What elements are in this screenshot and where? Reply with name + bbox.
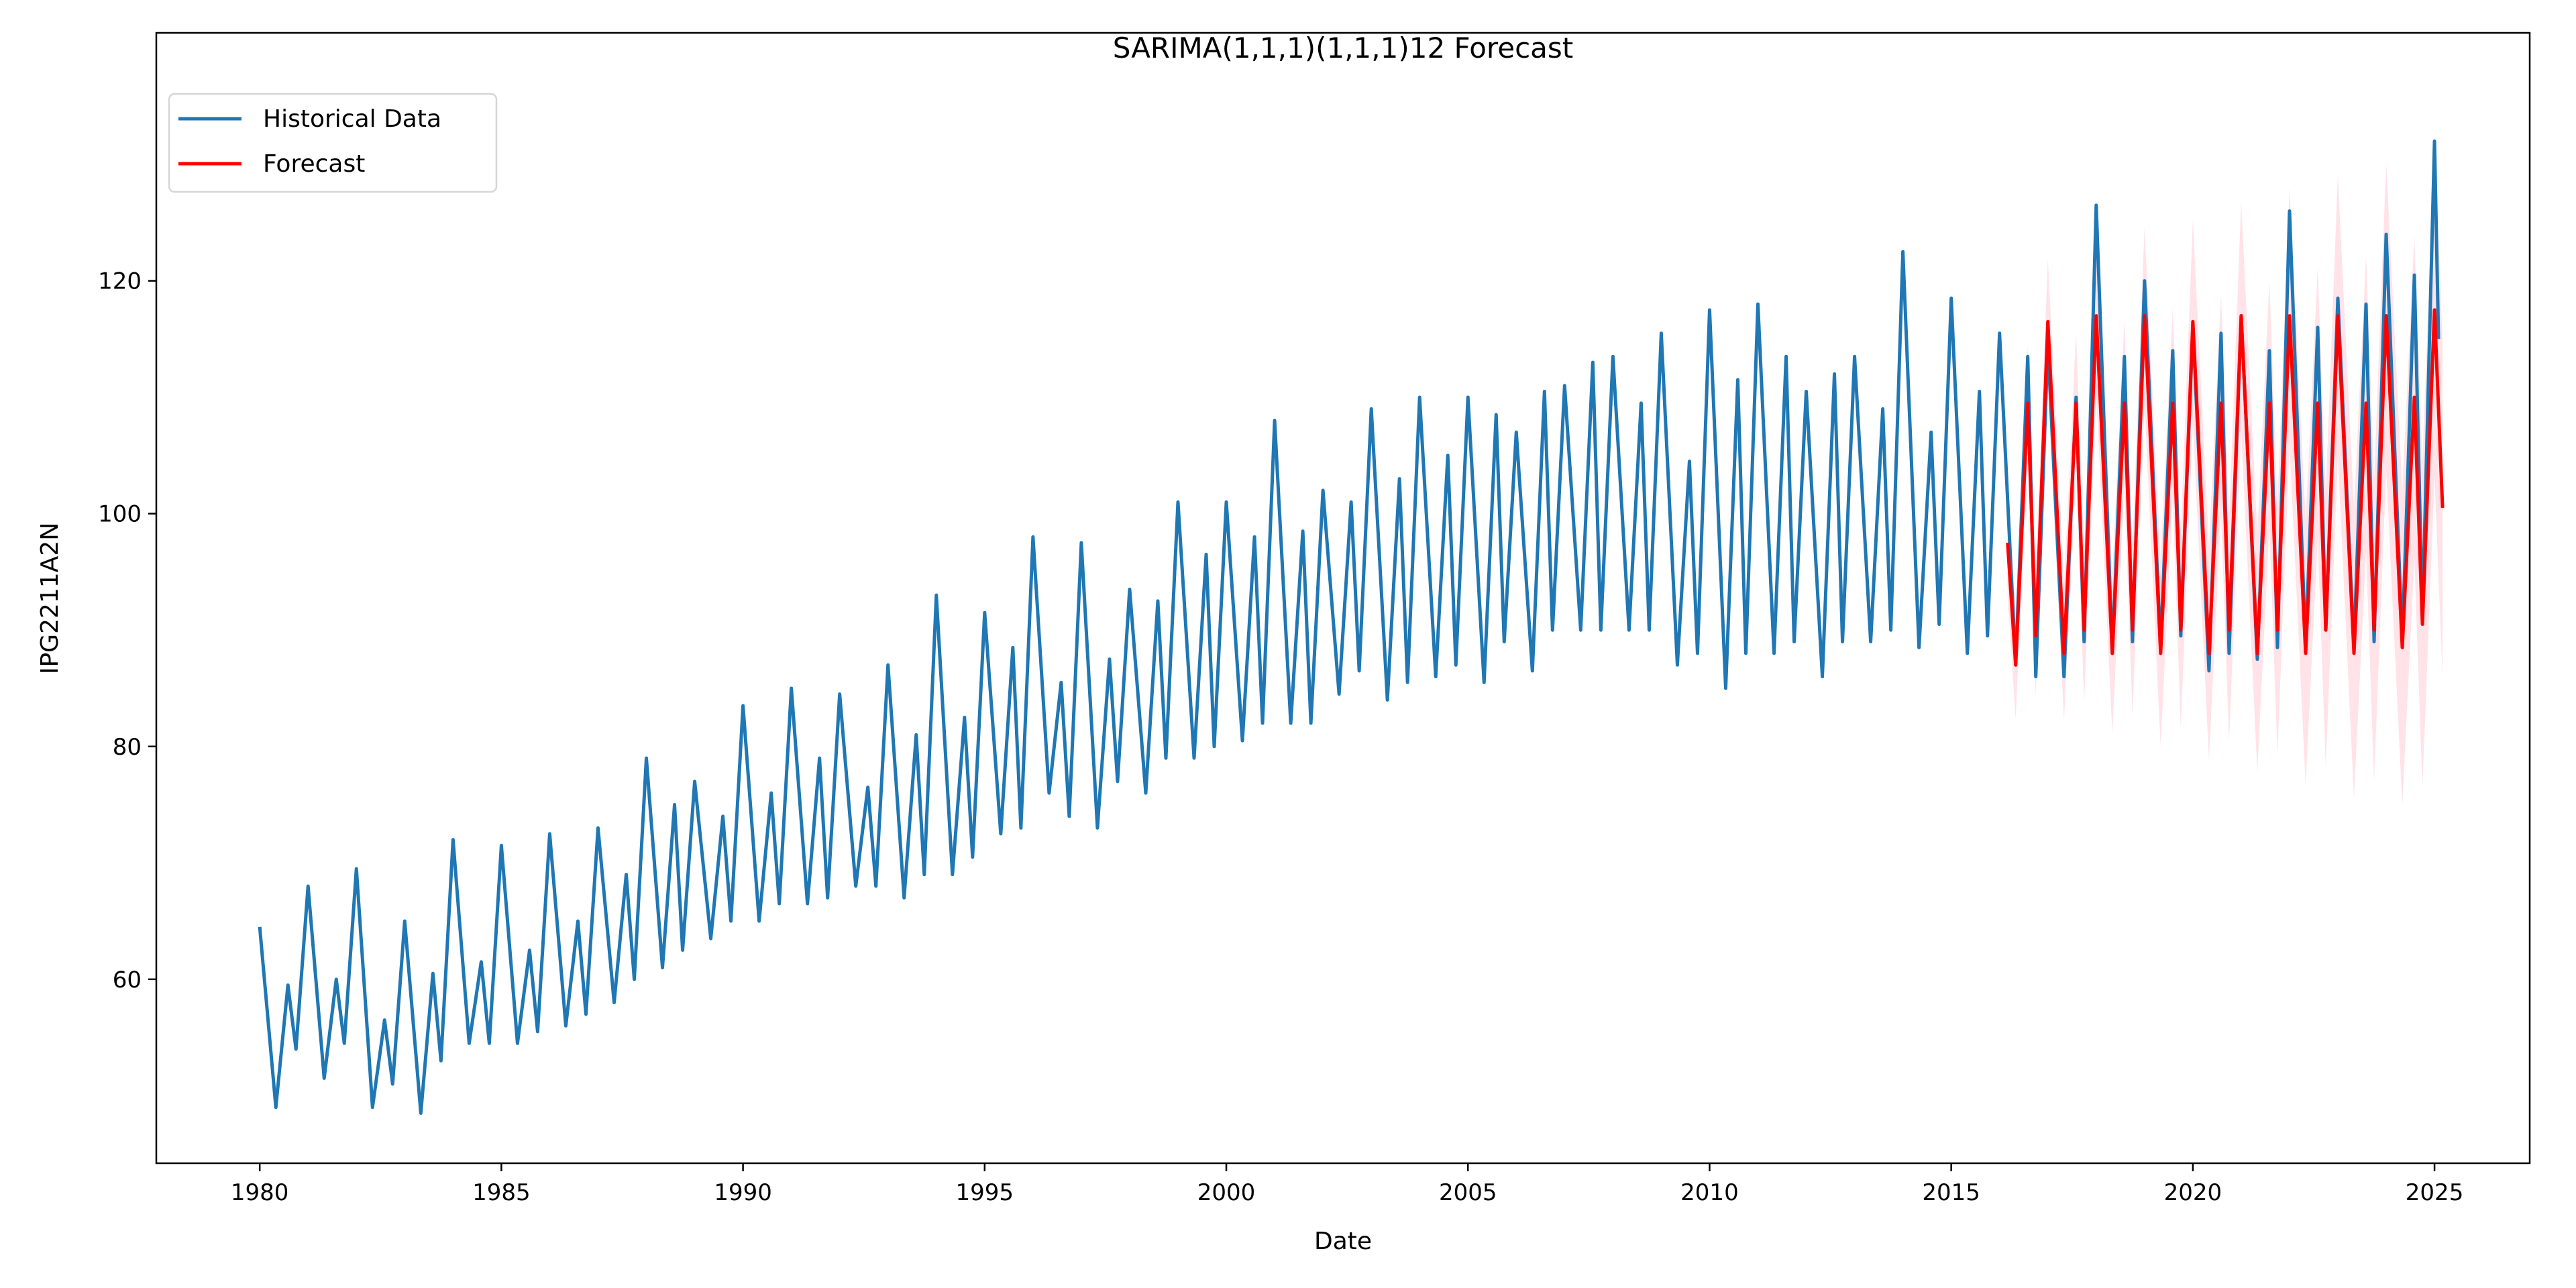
x-tick-label: 2015: [1922, 1179, 1980, 1206]
x-tick-label: 1990: [714, 1179, 772, 1206]
y-tick-label: 120: [98, 268, 142, 295]
legend-forecast-label: Forecast: [263, 150, 365, 178]
x-tick-label: 2010: [1680, 1179, 1739, 1206]
x-tick-label: 2025: [2406, 1179, 2464, 1206]
x-tick-label: 1995: [956, 1179, 1014, 1206]
legend-box: [168, 93, 498, 193]
x-tick-label: 1985: [472, 1179, 531, 1206]
x-tick-label: 1980: [231, 1179, 289, 1206]
y-tick-label: 100: [98, 501, 142, 528]
plot-area: [258, 139, 2445, 1115]
y-axis-label: IPG2211A2N: [36, 523, 64, 674]
axes-frame: [155, 32, 2531, 1165]
legend-historical-label: Historical Data: [263, 105, 441, 133]
y-axis: 60 80 100 120: [98, 268, 156, 994]
x-axis-label: Date: [1314, 1228, 1372, 1255]
forecast-line: [2006, 308, 2445, 667]
x-tick-label: 2000: [1197, 1179, 1256, 1206]
x-tick-label: 2020: [2164, 1179, 2222, 1206]
y-tick-label: 80: [113, 734, 142, 761]
legend: Historical Data Forecast: [168, 93, 498, 193]
y-tick-label: 60: [113, 967, 142, 994]
x-axis: 1980 1985 1990 1995 2000 2005 2010 2015 2020 2025: [231, 1163, 2463, 1206]
x-tick-label: 2005: [1439, 1179, 1497, 1206]
chart-title: SARIMA(1,1,1)(1,1,1)12 Forecast: [1113, 32, 1574, 64]
